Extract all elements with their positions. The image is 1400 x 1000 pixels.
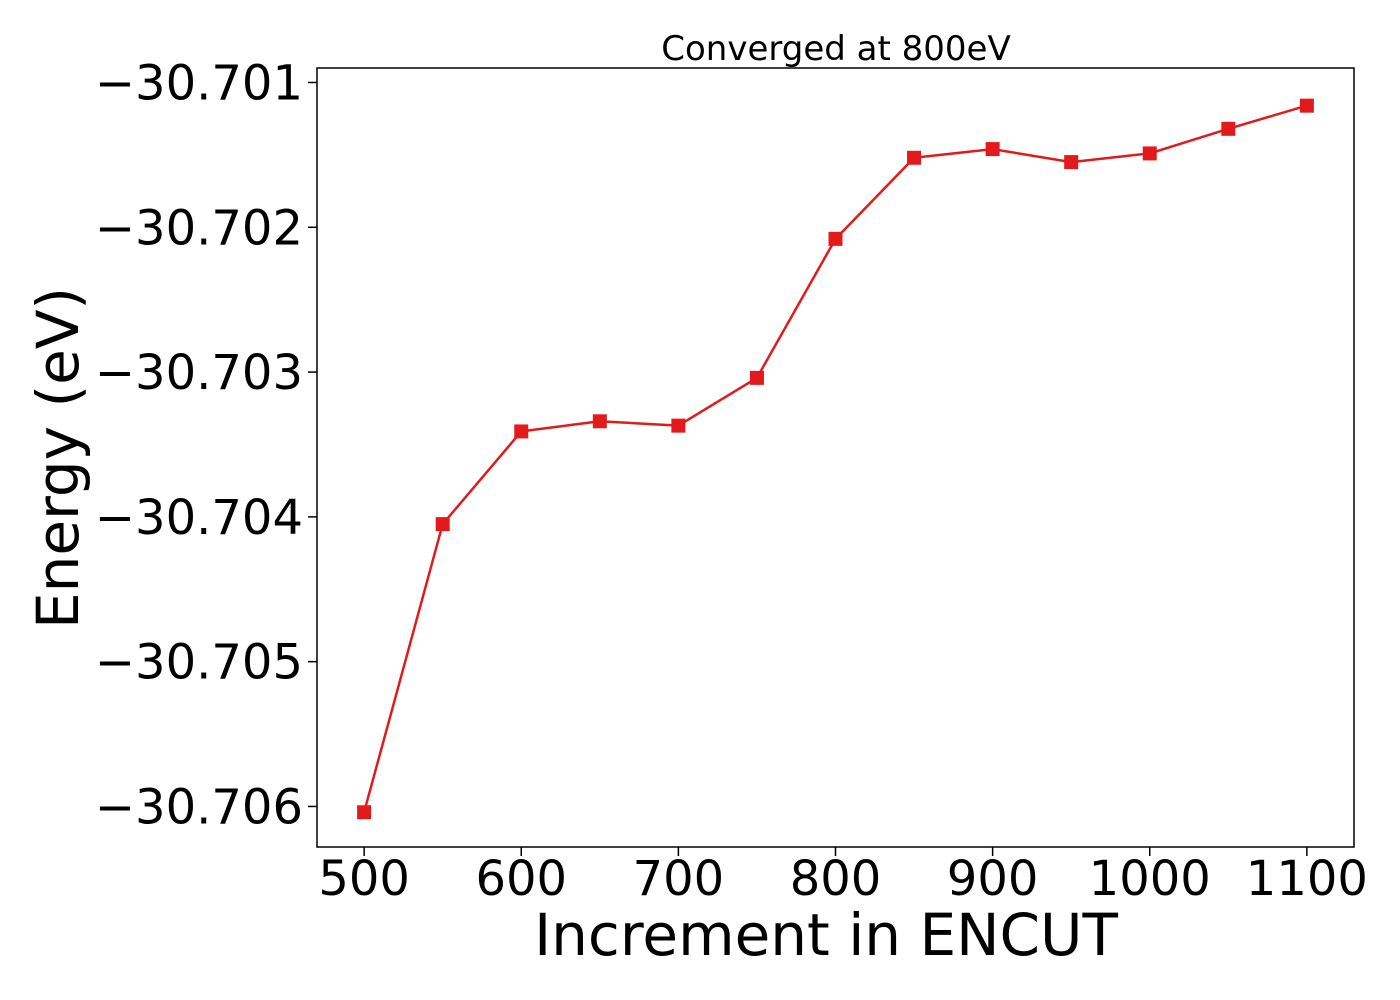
y-tick-label: −30.703 [95,345,303,401]
data-point-marker [985,142,1000,157]
x-tick-label: 800 [790,851,882,907]
y-axis: −30.706 −30.705 −30.704 −30.703 −30.702 −30.7… [95,55,317,835]
data-point-marker [671,418,686,433]
chart-title: Converged at 800eV [661,29,1010,69]
series-line [362,104,1308,813]
data-point-marker [514,424,529,439]
x-tick-label: 500 [318,851,410,907]
data-point-marker [435,517,450,532]
x-tick-label: 1000 [1089,851,1211,907]
data-point-marker [357,805,372,820]
data-point-marker [828,231,843,246]
x-axis-title: Increment in ENCUT [534,901,1118,969]
data-series [357,98,1314,820]
y-tick-label: −30.701 [95,55,303,111]
x-tick-label: 600 [475,851,567,907]
x-axis: 500 600 700 800 900 1000 1100 [318,847,1368,907]
y-tick-label: −30.704 [95,490,303,546]
data-point-marker [1064,155,1079,170]
y-tick-label: −30.705 [95,635,303,691]
data-point-marker [1142,146,1157,161]
y-axis-title: Energy (eV) [24,287,92,629]
y-tick-label: −30.702 [95,200,303,256]
y-tick-label: −30.706 [95,779,303,835]
x-tick-label: 1100 [1246,851,1368,907]
data-point-marker [1221,121,1236,136]
plot-frame [316,67,1355,848]
data-point-marker [907,150,922,165]
x-tick-label: 900 [947,851,1039,907]
x-tick-label: 700 [633,851,725,907]
data-point-marker [749,370,764,385]
data-point-marker [592,414,607,429]
data-point-marker [1299,98,1314,113]
